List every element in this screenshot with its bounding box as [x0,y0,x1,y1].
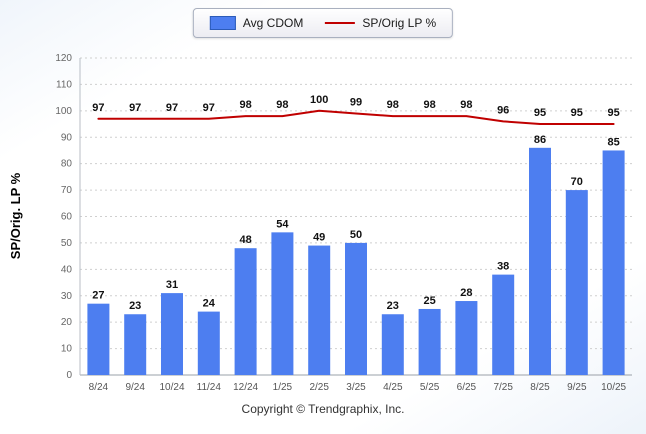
x-tick-label: 6/25 [457,382,477,393]
x-tick-label: 1/25 [273,382,293,393]
bar-value-label: 23 [129,300,141,312]
line-value-label: 98 [239,99,251,111]
line-value-label: 95 [534,107,546,119]
legend-label-avg-cdom: Avg CDOM [242,16,304,30]
bar [492,274,515,375]
y-tick-label: 120 [55,53,72,64]
bar-value-label: 85 [607,136,619,148]
bar [161,293,183,375]
y-tick-label: 40 [61,264,73,275]
x-tick-label: 5/25 [420,382,440,393]
line-value-label: 99 [350,96,362,108]
x-tick-label: 10/24 [159,382,184,393]
line-value-label: 97 [203,102,215,114]
line-value-label: 100 [310,94,328,106]
bar-value-label: 38 [497,261,509,273]
line-series-swatch [325,22,356,24]
bar-value-label: 23 [387,300,399,312]
x-tick-label: 9/25 [567,382,587,393]
bar-value-label: 86 [534,134,546,146]
y-tick-label: 90 [61,132,73,143]
x-tick-label: 2/25 [309,382,329,393]
y-tick-label: 10 [61,344,73,355]
trend-line [97,109,615,125]
chart-legend: Avg CDOM SP/Orig LP % [192,8,454,38]
legend-item-avg-cdom: Avg CDOM [209,16,304,30]
y-tick-label: 30 [61,291,73,302]
bar-value-label: 49 [313,232,325,244]
bar [381,314,404,375]
y-tick-label: 110 [56,79,72,90]
y-tick-label: 50 [61,238,73,249]
y-tick-label: 60 [61,212,73,223]
bar-value-label: 48 [239,234,251,246]
bar [529,147,551,375]
bar [271,232,294,375]
legend-item-sp-orig-lp: SP/Orig LP % [325,16,436,30]
line-value-label: 97 [166,102,178,114]
line-value-label: 97 [129,102,141,114]
line-value-label: 98 [423,99,435,111]
bar [565,190,588,375]
bar [197,311,220,375]
line-value-label: 96 [497,104,509,116]
bar [124,314,147,375]
bar-value-label: 25 [423,295,435,307]
x-tick-label: 4/25 [383,382,403,393]
bar [455,301,478,375]
y-tick-label: 80 [61,159,73,170]
x-tick-label: 7/25 [493,382,513,393]
bar [234,248,257,375]
bar-value-label: 31 [166,279,178,291]
y-tick-label: 20 [61,317,73,328]
bar-value-label: 50 [350,229,362,241]
x-tick-label: 12/24 [233,382,258,393]
bar-value-label: 28 [460,287,472,299]
x-tick-label: 10/25 [601,382,626,393]
x-tick-label: 9/24 [125,382,145,393]
x-tick-label: 11/24 [197,382,222,393]
bar [308,245,331,375]
bar [418,308,441,375]
bar [602,150,625,375]
bar-value-label: 27 [92,290,104,302]
bar [87,303,110,375]
y-tick-label: 0 [66,370,72,381]
bar-value-label: 70 [571,176,583,188]
x-tick-label: 8/25 [530,382,550,393]
line-value-label: 95 [607,107,619,119]
x-tick-label: 3/25 [346,382,366,393]
bar-value-label: 54 [276,218,289,230]
line-value-label: 98 [387,99,399,111]
y-axis-title: SP/Orig. LP % [8,172,23,259]
line-value-label: 98 [276,99,288,111]
line-value-label: 95 [571,107,583,119]
bar-series-swatch [209,16,236,30]
x-tick-label: 8/24 [89,382,109,393]
copyright-text: Copyright © Trendgraphix, Inc. [241,402,405,416]
line-value-label: 97 [92,102,104,114]
bar [345,242,367,375]
bar-value-label: 24 [203,298,216,310]
line-value-label: 98 [460,99,472,111]
y-tick-label: 100 [55,106,72,117]
legend-label-sp-orig-lp: SP/Orig LP % [362,16,437,30]
y-tick-label: 70 [61,185,73,196]
